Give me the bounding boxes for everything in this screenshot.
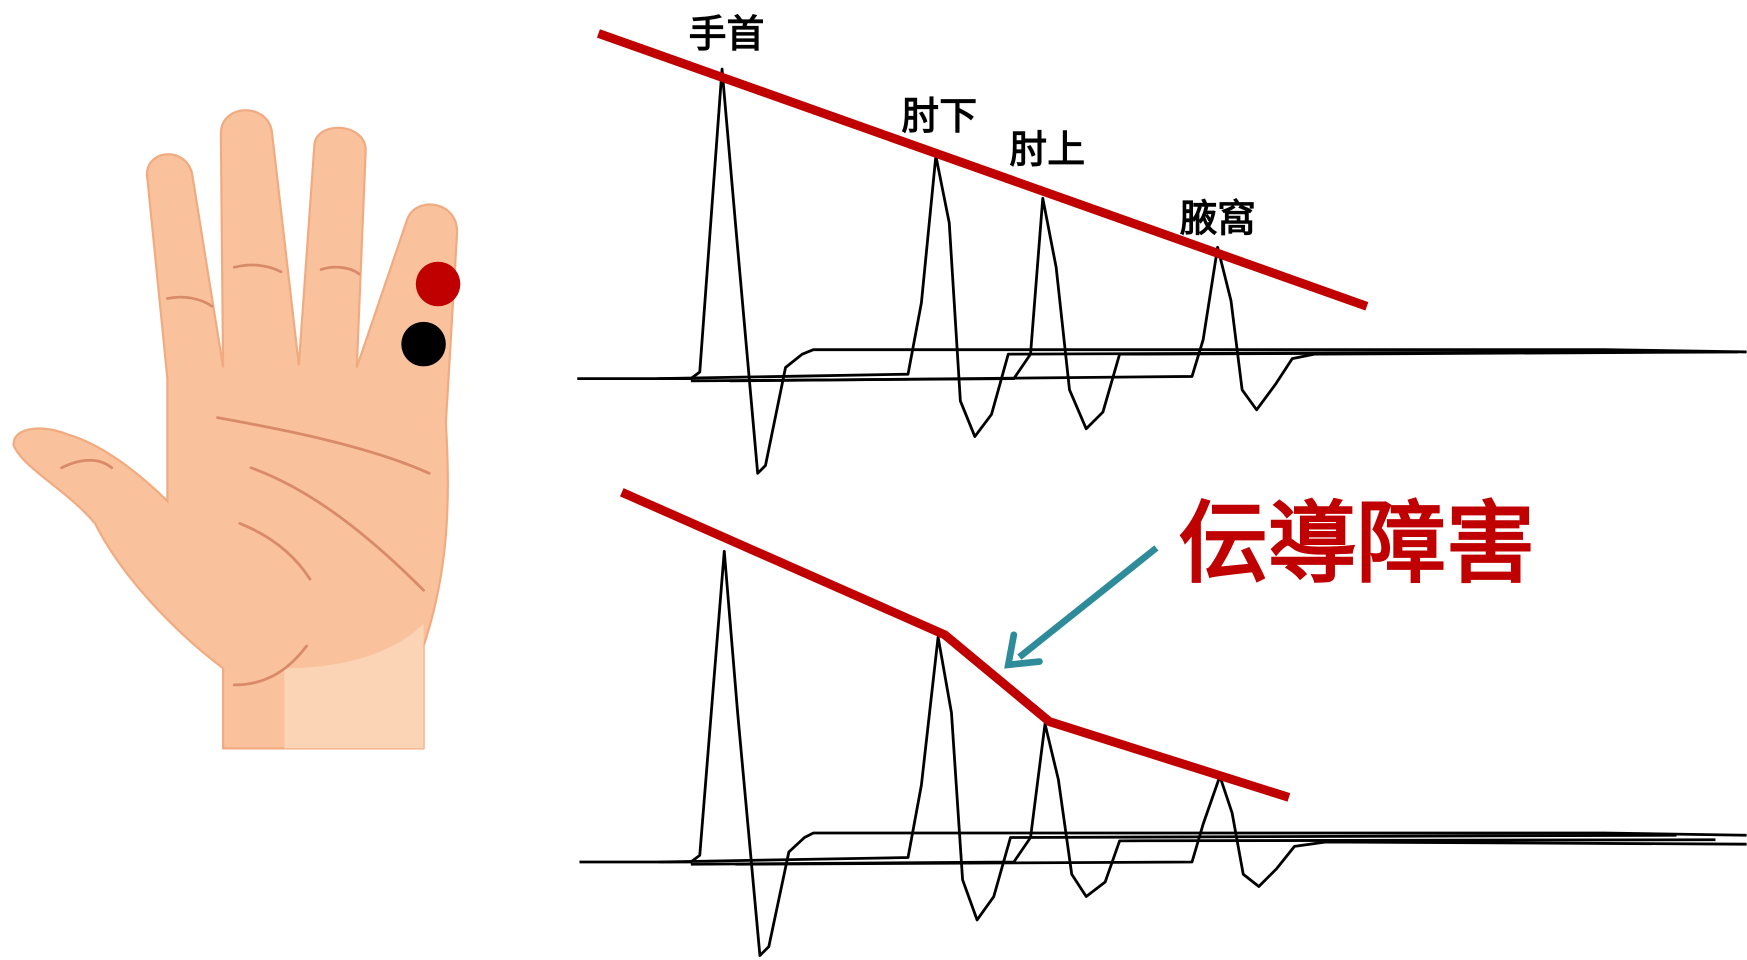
hand [12,109,461,750]
wrist-shade [284,623,424,749]
waveform [577,67,1747,475]
red-electrode [415,261,461,307]
hand-shape [12,109,459,750]
crease [319,265,361,276]
crease [238,522,312,581]
latency-line [620,488,1291,802]
crease [60,458,114,470]
crease [166,295,214,308]
crease [216,416,431,475]
black-electrode [401,321,446,367]
waveform [690,722,1716,898]
waveform [735,774,1747,888]
latency-line [596,29,1369,311]
annotation: 伝導障害 [1179,493,1535,597]
crease [249,466,425,592]
site-label: 肘下 [901,94,977,138]
waveform [659,635,1677,922]
site-label: 手首 [689,12,765,56]
crease [232,644,309,687]
site-label: 肘上 [1009,128,1085,172]
top-traces: 手首 肘下 肘上 腋窩 [577,12,1747,475]
bottom-traces: 伝導障害 [579,488,1747,957]
arrow-head [1004,631,1043,669]
arrow [1017,545,1159,660]
crease [232,263,283,274]
waveform [690,196,1716,431]
waveform [657,154,1605,438]
waveform [729,245,1738,412]
site-label: 腋窩 [1180,197,1256,241]
waveform [579,549,1747,957]
